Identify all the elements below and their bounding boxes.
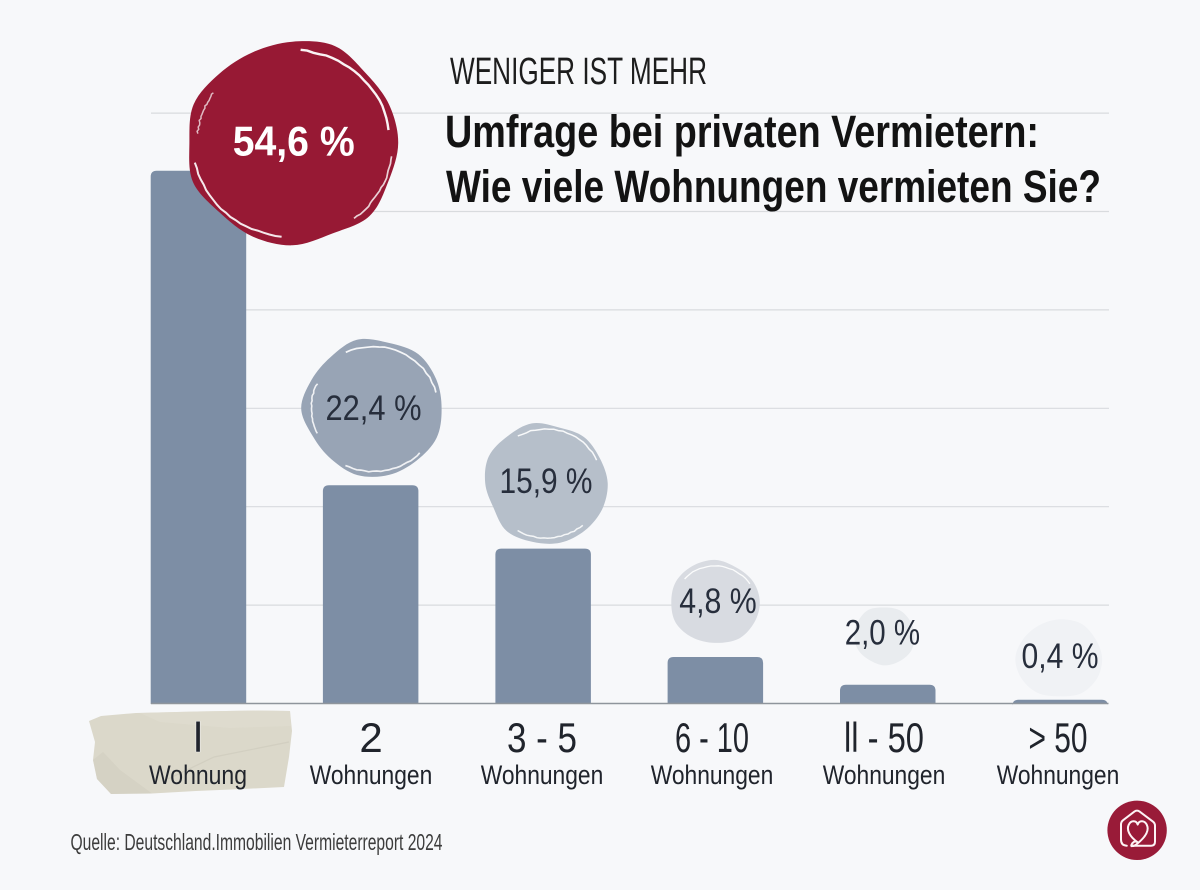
svg-text:> 50: > 50 xyxy=(1029,714,1088,761)
svg-text:2,0 %: 2,0 % xyxy=(845,614,920,653)
svg-text:WENIGER IST MEHR: WENIGER IST MEHR xyxy=(450,51,707,93)
svg-text:0,4 %: 0,4 % xyxy=(1022,637,1099,676)
svg-text:Wohnungen: Wohnungen xyxy=(997,760,1120,790)
svg-text:Quelle: Deutschland.Immobilien: Quelle: Deutschland.Immobilien Vermieter… xyxy=(71,829,443,855)
svg-text:Wohnung: Wohnung xyxy=(149,760,247,790)
svg-text:4,8 %: 4,8 % xyxy=(679,582,757,621)
svg-text:Wohnungen: Wohnungen xyxy=(481,760,604,790)
svg-text:ll - 50: ll - 50 xyxy=(844,714,924,761)
svg-text:Wohnungen: Wohnungen xyxy=(310,760,433,790)
svg-text:Wie viele Wohnungen vermieten: Wie viele Wohnungen vermieten Sie? xyxy=(446,161,1101,212)
svg-text:Wohnungen: Wohnungen xyxy=(823,760,946,790)
svg-text:6 - 10: 6 - 10 xyxy=(675,714,749,761)
svg-text:54,6 %: 54,6 % xyxy=(233,118,355,165)
svg-text:3 - 5: 3 - 5 xyxy=(507,714,577,761)
svg-text:Wohnungen: Wohnungen xyxy=(651,760,774,790)
svg-text:15,9 %: 15,9 % xyxy=(500,462,593,501)
svg-text:Umfrage bei privaten Vermieter: Umfrage bei privaten Vermietern: xyxy=(445,106,1039,157)
svg-text:2: 2 xyxy=(359,714,382,761)
svg-text:l: l xyxy=(193,714,202,761)
svg-text:22,4 %: 22,4 % xyxy=(326,389,422,428)
